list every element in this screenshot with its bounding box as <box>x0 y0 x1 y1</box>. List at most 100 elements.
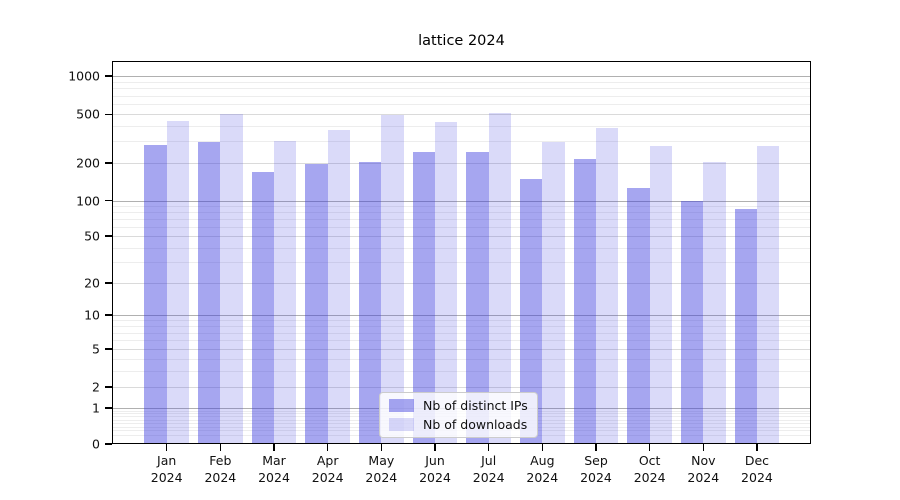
gridline <box>112 349 811 350</box>
gridline <box>112 283 811 284</box>
legend: Nb of distinct IPs Nb of downloads <box>379 392 538 438</box>
legend-item-distinct-ips: Nb of distinct IPs <box>389 398 528 413</box>
gridline-major <box>112 315 811 316</box>
gridline-minor <box>112 88 811 90</box>
bar-distinct-ips-nov <box>680 200 704 444</box>
bar-downloads-apr <box>327 130 351 444</box>
gridline <box>112 387 811 388</box>
gridline-minor <box>112 81 811 83</box>
gridline-minor <box>112 226 811 228</box>
x-tick <box>649 444 651 451</box>
bar-downloads-oct <box>649 146 673 444</box>
y-tick-label: 1000 <box>68 68 100 84</box>
x-tick <box>434 444 436 451</box>
gridline-minor <box>112 320 811 322</box>
bar-distinct-ips-aug <box>519 178 543 444</box>
bar-downloads-sep <box>595 128 619 444</box>
y-tick-label: 10 <box>84 307 100 323</box>
gridline-minor <box>112 141 811 143</box>
gridline-minor <box>112 358 811 360</box>
gridline-minor <box>112 104 811 106</box>
gridline-minor <box>112 218 811 220</box>
x-tick-label-jul: Jul 2024 <box>472 453 505 485</box>
gridline-major <box>112 76 811 77</box>
bar-distinct-ips-mar <box>251 171 274 444</box>
y-tick-label: 100 <box>76 193 100 208</box>
bar-downloads-may <box>381 115 404 444</box>
x-tick-label-mar: Mar 2024 <box>258 453 290 485</box>
gridline <box>112 114 811 116</box>
legend-swatch-downloads <box>389 418 414 431</box>
x-tick-label-dec: Dec 2024 <box>741 453 773 485</box>
y-tick-label: 500 <box>76 106 100 122</box>
gridline-minor <box>112 332 811 334</box>
y-tick <box>105 75 112 77</box>
gridline-minor <box>112 326 811 328</box>
y-tick <box>105 199 112 202</box>
x-tick-label-may: May 2024 <box>365 453 398 485</box>
bar-distinct-ips-jan <box>144 145 167 444</box>
x-tick-label-feb: Feb 2024 <box>204 453 237 485</box>
y-tick <box>105 386 112 388</box>
x-tick <box>273 444 275 451</box>
legend-label-downloads: Nb of downloads <box>423 417 528 432</box>
y-tick-label: 2 <box>92 379 100 395</box>
gridline-major <box>112 200 811 202</box>
gridline-minor <box>112 262 811 264</box>
bar-distinct-ips-may <box>358 161 382 444</box>
x-tick <box>380 444 382 451</box>
y-tick <box>105 314 112 316</box>
y-tick-label: 20 <box>84 275 100 291</box>
y-tick <box>105 235 112 237</box>
x-tick <box>327 444 329 451</box>
bar-downloads-nov <box>703 161 726 444</box>
x-tick <box>595 444 597 451</box>
y-tick-label: 5 <box>92 341 100 357</box>
x-tick-label-nov: Nov 2024 <box>687 453 720 485</box>
bar-downloads-jun <box>435 122 458 444</box>
x-tick-label-jun: Jun 2024 <box>419 453 451 485</box>
x-tick <box>166 444 168 451</box>
bar-downloads-mar <box>274 141 297 444</box>
bar-downloads-jul <box>488 112 512 444</box>
gridline-minor <box>112 247 811 249</box>
x-tick <box>488 444 490 451</box>
y-tick <box>105 407 112 409</box>
legend-label-distinct-ips: Nb of distinct IPs <box>423 398 528 413</box>
y-tick-label: 200 <box>76 155 100 171</box>
y-tick <box>105 113 112 115</box>
y-tick <box>105 282 112 284</box>
legend-swatch-distinct-ips <box>389 399 414 412</box>
bar-downloads-jan <box>166 121 190 444</box>
x-tick <box>756 444 758 451</box>
gridline-minor <box>112 371 811 373</box>
bar-distinct-ips-oct <box>627 188 650 444</box>
gridline-minor <box>112 211 811 213</box>
y-tick-label: 1 <box>92 400 100 416</box>
plot-area: Nb of distinct IPs Nb of downloads 0 1 2 5 1… <box>68 61 811 485</box>
bar-distinct-ips-apr <box>305 164 328 444</box>
x-tick <box>541 444 543 451</box>
y-tick-label: 50 <box>84 228 100 244</box>
gridline-minor <box>112 340 811 342</box>
gridline <box>112 163 811 164</box>
y-tick <box>105 162 112 164</box>
x-tick-label-apr: Apr 2024 <box>311 453 344 485</box>
bar-downloads-dec <box>756 146 780 444</box>
y-tick-label: 0 <box>92 436 100 452</box>
x-tick <box>702 444 704 451</box>
y-tick <box>105 348 112 350</box>
x-tick-label-aug: Aug 2024 <box>526 453 559 485</box>
gridline-minor <box>112 126 811 128</box>
x-tick-label-jan: Jan 2024 <box>150 453 183 485</box>
x-tick <box>219 444 221 451</box>
bar-downloads-aug <box>542 142 565 444</box>
bar-distinct-ips-sep <box>573 159 596 444</box>
legend-item-downloads: Nb of downloads <box>389 417 528 432</box>
bar-distinct-ips-jul <box>466 152 489 444</box>
bar-downloads-feb <box>220 114 243 444</box>
y-tick <box>105 443 112 445</box>
chart-title: lattice 2024 <box>418 33 505 49</box>
bar-distinct-ips-dec <box>734 208 757 444</box>
